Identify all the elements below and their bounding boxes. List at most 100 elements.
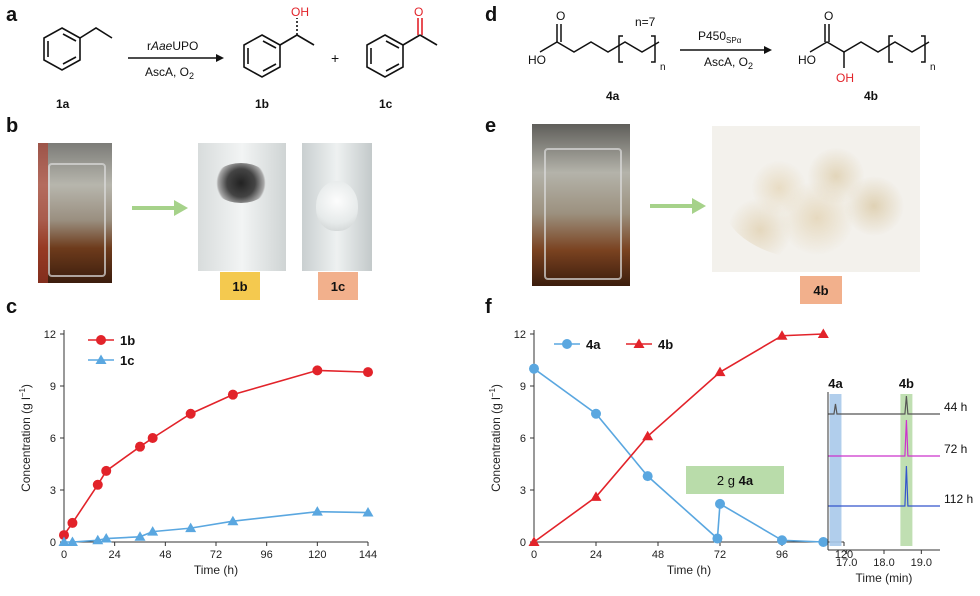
data-point-4a xyxy=(777,535,787,546)
panel-letter-d: d xyxy=(485,4,498,26)
inset-x-tick-label: 18.0 xyxy=(873,557,894,569)
y-tick-label: 0 xyxy=(520,537,526,549)
data-point-1c xyxy=(58,536,70,546)
legend-marker-1b xyxy=(96,335,106,345)
chart-f: 0 24 48 72 96 120 0 3 6 9 12 Time (h) Concentration … xyxy=(488,328,973,585)
compound-label-1b: 1b xyxy=(255,97,269,111)
label-box-4b: 4b xyxy=(800,276,842,304)
inset-x-tick-label: 19.0 xyxy=(911,557,932,569)
data-point-1b xyxy=(92,479,103,490)
y-tick-label: 9 xyxy=(50,381,56,393)
data-point-1c xyxy=(100,533,112,543)
oh-label-4b: OH xyxy=(836,71,854,85)
series-line-4a xyxy=(533,368,824,543)
panel-letter-c: c xyxy=(6,296,18,318)
n-equals-label: n=7 xyxy=(635,15,656,29)
x-tick-label: 96 xyxy=(776,549,788,561)
data-point-4b xyxy=(714,366,726,377)
data-point-4b xyxy=(590,491,602,501)
n-subscript-4b: n xyxy=(930,62,936,73)
label-box-1c: 1c xyxy=(318,272,358,300)
series-1b xyxy=(59,365,373,541)
vial-photo-1c xyxy=(302,143,372,271)
reaction-scheme-d: O HO n n=7 P450SPα AscA, O2 O HO OH n 4a… xyxy=(528,9,936,103)
data-point-4a xyxy=(529,363,539,374)
green-arrow-b xyxy=(132,200,188,216)
ho-label-4a: HO xyxy=(528,53,546,67)
reactor-photo-b xyxy=(38,143,112,283)
trace-72-h xyxy=(828,419,940,457)
o-label-1c: O xyxy=(414,5,423,19)
compound-label-4a: 4a xyxy=(606,89,620,103)
chart-c: 0 24 48 72 96 120 144 0 3 6 9 12 Time (h) Concentrati… xyxy=(18,329,377,577)
data-point-1b xyxy=(135,441,145,452)
x-tick-label: 120 xyxy=(308,549,326,561)
peak-label-4a: 4a xyxy=(828,376,843,391)
x-tick-label: 120 xyxy=(835,549,853,561)
legend-marker-4a xyxy=(562,339,572,349)
trace-label: 72 h xyxy=(944,442,967,456)
oh-label-1b: OH xyxy=(291,5,309,19)
data-point-1b xyxy=(101,465,112,476)
data-point-1c xyxy=(134,531,146,541)
data-point-1b xyxy=(185,408,196,419)
x-tick-label: 72 xyxy=(714,549,726,561)
y-axis-label: Concentration (g l−1) xyxy=(488,384,503,492)
ho-label-4b: HO xyxy=(798,53,816,67)
y-tick-label: 0 xyxy=(50,537,56,549)
conditions-label-a: AscA, O2 xyxy=(145,65,194,81)
y-tick-label: 12 xyxy=(514,329,526,341)
data-point-4a xyxy=(642,471,653,482)
plus-sign: + xyxy=(331,50,339,66)
x-tick-label: 0 xyxy=(531,549,537,561)
panel-letter-f: f xyxy=(485,296,492,318)
annotation-text: 2 g 4a xyxy=(717,473,754,488)
data-point-4b xyxy=(776,330,788,340)
o-label-4b: O xyxy=(824,9,833,23)
y-tick-label: 6 xyxy=(50,433,56,445)
data-point-1b xyxy=(227,389,238,400)
data-point-4b xyxy=(642,430,654,441)
data-point-1c xyxy=(227,515,239,526)
y-axis-label: Concentration (g l−1) xyxy=(18,384,33,492)
legend-label-4b: 4b xyxy=(658,337,673,352)
x-axis-label: Time (h) xyxy=(667,563,711,577)
label-box-1b: 1b xyxy=(220,272,260,300)
trace-112-h xyxy=(828,465,940,507)
legend-marker-4b xyxy=(633,338,645,348)
n-subscript-4a: n xyxy=(660,62,666,73)
trace-label: 44 h xyxy=(944,400,967,414)
y-tick-label: 9 xyxy=(520,381,526,393)
data-point-1b xyxy=(312,365,323,376)
series-4a xyxy=(529,363,829,547)
data-point-1b xyxy=(147,433,158,443)
product-photo-4b xyxy=(712,126,920,272)
x-axis-label: Time (h) xyxy=(194,563,238,577)
series-4b xyxy=(528,328,829,546)
data-point-1b xyxy=(59,530,69,541)
panel-letter-b: b xyxy=(6,115,19,137)
enzyme-label-a: rAaeUPO xyxy=(147,39,198,53)
data-point-4b xyxy=(528,536,540,546)
data-point-4a xyxy=(715,498,725,509)
panel-letter-a: a xyxy=(6,4,18,26)
data-point-1c xyxy=(311,506,323,516)
o-label-4a: O xyxy=(556,9,565,23)
conditions-label-d: AscA, O2 xyxy=(704,55,753,71)
panel-letter-e: e xyxy=(485,115,497,137)
data-point-4a xyxy=(591,408,601,419)
inset-x-tick-label: 17.0 xyxy=(836,557,857,569)
inset-x-axis-label: Time (min) xyxy=(856,571,913,585)
compound-label-1c: 1c xyxy=(379,97,393,111)
legend-label-4a: 4a xyxy=(586,337,601,352)
data-point-1b xyxy=(363,367,373,378)
y-tick-label: 3 xyxy=(50,485,56,497)
data-point-4a xyxy=(818,537,829,547)
series-line-4b xyxy=(533,333,824,543)
peak-band-4a xyxy=(829,394,842,546)
data-point-1c xyxy=(66,536,78,546)
series-line-1c xyxy=(64,510,369,543)
x-tick-label: 48 xyxy=(652,549,664,561)
inset-chromatogram: 4a 4b 44 h 72 h 112 h 17.0 18.0 19.0 Time (min) xyxy=(827,376,973,585)
trace-44-h xyxy=(828,395,940,415)
